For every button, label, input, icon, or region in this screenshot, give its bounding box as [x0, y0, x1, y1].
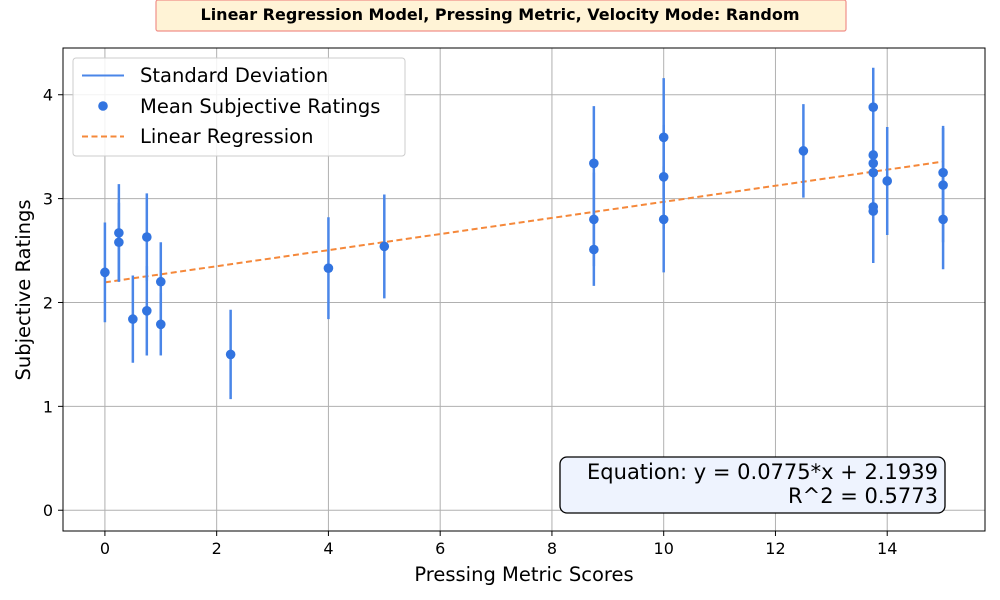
- y-tick-label: 3: [43, 190, 53, 209]
- regression-layer: [104, 160, 944, 284]
- legend-box: [72, 57, 406, 157]
- data-point: [658, 172, 669, 182]
- x-tick-label: 2: [212, 539, 222, 558]
- data-point: [658, 132, 669, 143]
- chart-title: Linear Regression Model, Pressing Metric…: [201, 5, 800, 24]
- y-ticks: 0 1 2 3 4: [43, 86, 63, 520]
- equation-box: [559, 456, 946, 514]
- data-point: [225, 349, 236, 360]
- data-point: [142, 232, 152, 242]
- data-point: [882, 176, 893, 186]
- x-tick-label: 12: [765, 539, 785, 558]
- plot-frame: [62, 47, 986, 532]
- data-point: [938, 214, 948, 225]
- data-point: [589, 158, 599, 169]
- data-point: [379, 241, 390, 252]
- x-axis-title: Pressing Metric Scores: [414, 563, 633, 586]
- x-ticks: 0 2 4 6 8 10 12 14: [100, 531, 897, 558]
- data-point: [155, 276, 166, 287]
- data-point: [155, 319, 166, 330]
- legend: Standard Deviation Mean Subjective Ratin…: [72, 57, 406, 157]
- data-point: [114, 228, 124, 238]
- data-point: [868, 206, 879, 216]
- data-point: [868, 167, 879, 178]
- data-point: [114, 237, 124, 248]
- data-point: [142, 305, 152, 316]
- data-point: [589, 244, 599, 255]
- x-tick-label: 6: [435, 539, 445, 558]
- data-point: [128, 314, 138, 324]
- equation-text: Equation: y = 0.0775*x + 2.1939: [587, 460, 938, 484]
- legend-label-mean: Mean Subjective Ratings: [140, 95, 380, 118]
- legend-label-std: Standard Deviation: [140, 64, 328, 87]
- title-box: Linear Regression Model, Pressing Metric…: [155, 0, 847, 32]
- points-layer: [100, 102, 948, 360]
- data-point: [868, 150, 879, 160]
- equation-annotation: Equation: y = 0.0775*x + 2.1939 R^2 = 0.…: [559, 456, 946, 514]
- data-point: [868, 158, 879, 169]
- x-tick-label: 10: [654, 539, 674, 558]
- legend-label-regression: Linear Regression: [140, 125, 313, 148]
- data-point: [100, 267, 110, 278]
- x-tick-label: 8: [547, 539, 557, 558]
- y-axis-title: Subjective Ratings: [12, 199, 35, 380]
- x-tick-label: 4: [323, 539, 333, 558]
- y-tick-label: 1: [43, 397, 53, 416]
- data-point: [323, 263, 334, 274]
- title-background: [155, 0, 847, 32]
- x-tick-label: 0: [100, 539, 110, 558]
- data-point: [798, 146, 809, 156]
- x-tick-label: 14: [877, 539, 897, 558]
- data-point: [589, 214, 599, 225]
- data-point: [938, 180, 948, 190]
- data-point: [868, 102, 879, 113]
- data-point: [658, 214, 669, 225]
- r-squared-text: R^2 = 0.5773: [788, 484, 938, 508]
- y-tick-label: 0: [43, 501, 53, 520]
- y-tick-label: 2: [43, 293, 53, 312]
- y-tick-label: 4: [43, 86, 53, 105]
- legend-point-swatch: [98, 101, 108, 111]
- regression-line: [104, 160, 944, 284]
- data-point: [938, 167, 948, 178]
